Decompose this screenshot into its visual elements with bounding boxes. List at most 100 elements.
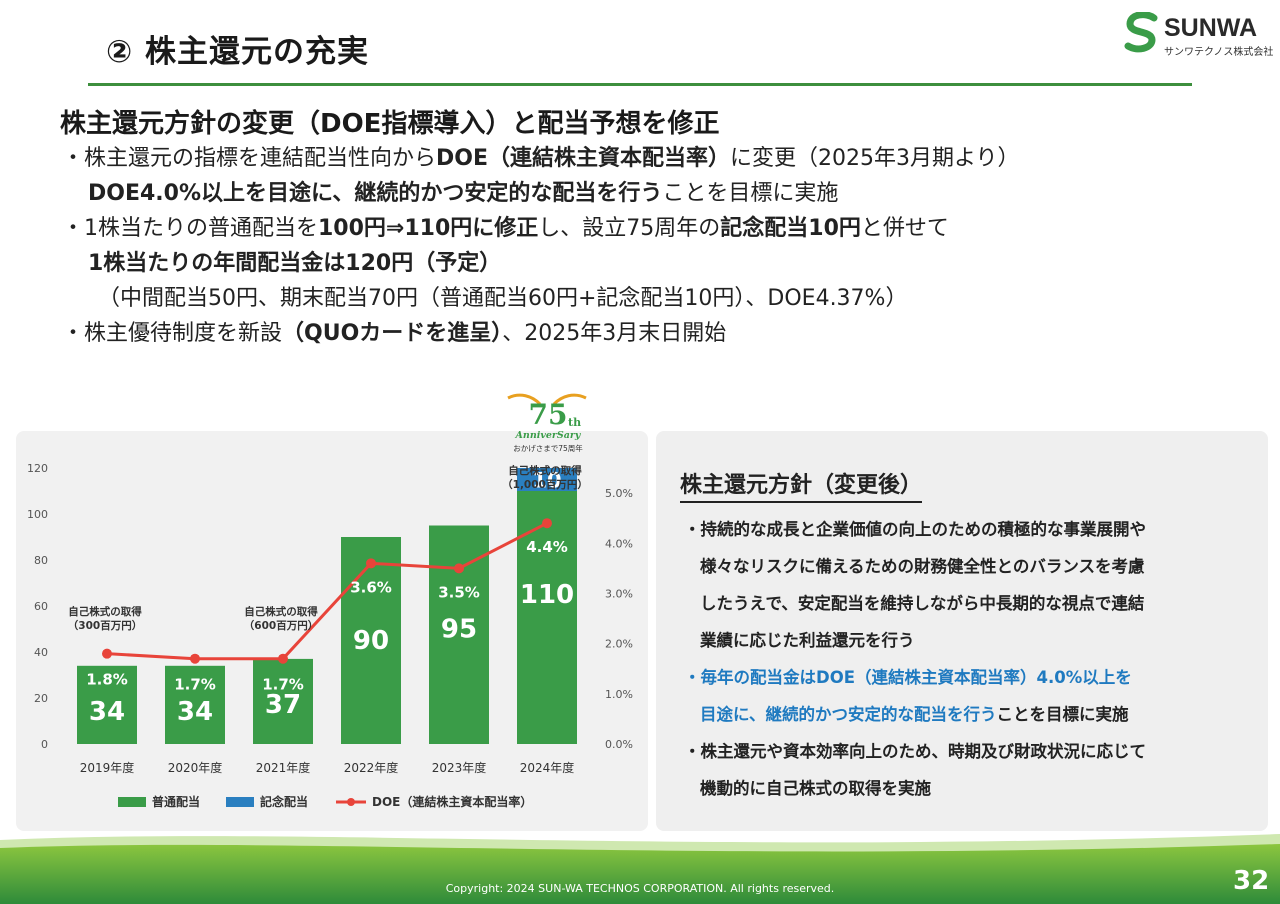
policy-line-mixed: 目途に、継続的かつ安定的な配当を行うことを目標に実施 (684, 696, 1146, 733)
bar-value-label: 90 (353, 626, 389, 656)
summary-line-1: ・株主還元の指標を連結配当性向からDOE（連結株主資本配当率）に変更（2025年… (62, 141, 1020, 176)
x-tick-label: 2019年度 (80, 760, 135, 775)
line1-text: ・株主還元の指標を連結配当性向から (62, 146, 437, 171)
bar-regular (165, 665, 225, 744)
policy-summary: ・株主還元の指標を連結配当性向からDOE（連結株主資本配当率）に変更（2025年… (62, 141, 1020, 351)
policy-line: ・株主還元や資本効率向上のため、時期及び財政状況に応じて (684, 742, 1146, 761)
doe-label: 1.8% (86, 671, 128, 689)
doe-point (278, 653, 288, 664)
line3-tail: と併せて (860, 216, 949, 241)
x-tick-label: 2024年度 (520, 760, 575, 775)
policy-line: 業績に応じた利益還元を行う (700, 631, 915, 650)
footer-wave (0, 834, 1280, 904)
buyback-annotation: 自己株式の取得 (244, 605, 318, 618)
doe-point (102, 648, 112, 659)
y-left-tick: 80 (34, 554, 48, 567)
legend-swatch-regular (118, 797, 146, 807)
y-left-tick: 120 (27, 462, 48, 475)
line6-bold: （QUOカードを進呈） (282, 321, 503, 346)
bar-value-label: 110 (520, 580, 574, 610)
y-right-tick: 2.0% (605, 638, 633, 651)
policy-line: ・持続的な成長と企業価値の向上のための積極的な事業展開や (684, 520, 1146, 539)
summary-line-4: 1株当たりの年間配当金は120円（予定） (62, 246, 1020, 281)
bar-commemorative (517, 468, 577, 491)
x-tick-label: 2020年度 (168, 760, 223, 775)
summary-line-2: DOE4.0%以上を目途に、継続的かつ安定的な配当を行うことを目標に実施 (62, 176, 1020, 211)
page-title: ② 株主還元の充実 (106, 34, 370, 70)
bar-commemorative-label: 10 (532, 469, 561, 493)
bar-regular (253, 658, 313, 744)
doe-label: 1.7% (262, 676, 304, 694)
laurel-left-icon (507, 393, 542, 406)
y-right-tick: 1.0% (605, 688, 633, 701)
policy-title: 株主還元方針（変更後） (680, 467, 923, 503)
buyback-annotation: 自己株式の取得 (68, 605, 142, 618)
bar-regular (517, 491, 577, 744)
doe-label: 1.7% (174, 676, 216, 694)
doe-point (366, 558, 376, 569)
anniversary-word: AnniverSary (515, 430, 582, 441)
logo-subtitle: サンワテクノス株式会社 (1164, 47, 1274, 58)
legend-marker-doe (347, 798, 355, 806)
policy-line: 機動的に自己株式の取得を実施 (700, 779, 931, 798)
anniversary-number: 75 (529, 398, 568, 431)
bar-value-label: 34 (177, 697, 213, 727)
legend-label: 普通配当 (152, 794, 200, 809)
bar-regular (341, 537, 401, 744)
title-divider (88, 83, 1192, 86)
policy-highlight: 目途に、継続的かつ安定的な配当を行う (700, 705, 997, 724)
x-tick-label: 2022年度 (344, 760, 399, 775)
laurel-right-icon (552, 393, 587, 406)
policy-card: 株主還元方針（変更後） ・持続的な成長と企業価値の向上のための積極的な事業展開や… (656, 431, 1268, 831)
policy-line: 様々なリスクに備えるための財務健全性とのバランスを考慮 (700, 557, 1145, 576)
line3-bold: 100円⇒110円に修正 (318, 216, 539, 241)
anniversary-suffix: th (568, 416, 581, 429)
summary-line-5: （中間配当50円、期末配当70円（普通配当60円+記念配当10円）、DOE4.3… (98, 286, 908, 311)
y-left-tick: 20 (34, 692, 48, 705)
doe-label: 3.5% (438, 583, 480, 601)
line3-bold-2: 記念配当10円 (720, 216, 861, 241)
x-tick-label: 2021年度 (256, 760, 311, 775)
buyback-annotation: （1,000百万円） (502, 478, 588, 491)
line6-tail: 、2025年3月末日開始 (502, 321, 727, 346)
doe-point (190, 653, 200, 664)
line2-tail: ことを目標に実施 (662, 181, 839, 206)
line1-tail: に変更（2025年3月期より） (730, 146, 1020, 171)
copyright: Copyright: 2024 SUN-WA TECHNOS CORPORATI… (445, 882, 835, 895)
bar-regular (429, 525, 489, 744)
policy-line-highlight: ・毎年の配当金はDOE（連結株主資本配当率）4.0%以上を (684, 668, 1132, 687)
line3-text: ・1株当たりの普通配当を (62, 216, 318, 241)
line1-bold: DOE（連結株主資本配当率） (436, 146, 731, 171)
y-left-tick: 0 (41, 738, 48, 751)
y-left-tick: 40 (34, 646, 48, 659)
y-right-tick: 4.0% (605, 537, 633, 550)
page-number: 32 (1233, 866, 1270, 896)
bar-value-label: 34 (89, 697, 125, 727)
y-right-tick: 5.0% (605, 487, 633, 500)
bar-value-label: 37 (265, 690, 301, 720)
y-left-tick: 60 (34, 600, 48, 613)
policy-list: ・持続的な成長と企業価値の向上のための積極的な事業展開や 様々なリスクに備えるた… (684, 511, 1146, 807)
legend-label: 記念配当 (260, 794, 308, 809)
doe-label: 4.4% (526, 538, 568, 556)
line2-bold: DOE4.0%以上を目途に、継続的かつ安定的な配当を行う (88, 181, 663, 206)
sunwa-s-icon (1124, 12, 1158, 53)
line4-bold: 1株当たりの年間配当金は120円（予定） (88, 251, 502, 276)
section-heading: 株主還元方針の変更（DOE指標導入）と配当予想を修正 (60, 109, 720, 139)
policy-line: したうえで、安定配当を維持しながら中長期的な視点で連結 (700, 594, 1145, 613)
doe-label: 3.6% (350, 578, 392, 596)
anniversary-sub: おかげさまで75周年 (513, 443, 583, 453)
summary-line-3: ・1株当たりの普通配当を100円⇒110円に修正し、設立75周年の記念配当10円… (62, 211, 1020, 246)
summary-line-6: ・株主優待制度を新設（QUOカードを進呈）、2025年3月末日開始 (62, 316, 1020, 351)
line3-mid: し、設立75周年の (538, 216, 721, 241)
doe-point (454, 563, 464, 574)
buyback-annotation: （600百万円） (244, 619, 318, 632)
legend-swatch-commemorative (226, 797, 254, 807)
buyback-annotation: 自己株式の取得 (508, 464, 582, 477)
doe-point (542, 518, 552, 529)
legend-label: DOE（連結株主資本配当率） (372, 794, 532, 809)
bar-regular (77, 665, 137, 744)
y-right-tick: 3.0% (605, 587, 633, 600)
logo-name: SUNWA (1164, 14, 1258, 42)
buyback-annotation: （300百万円） (68, 619, 142, 632)
